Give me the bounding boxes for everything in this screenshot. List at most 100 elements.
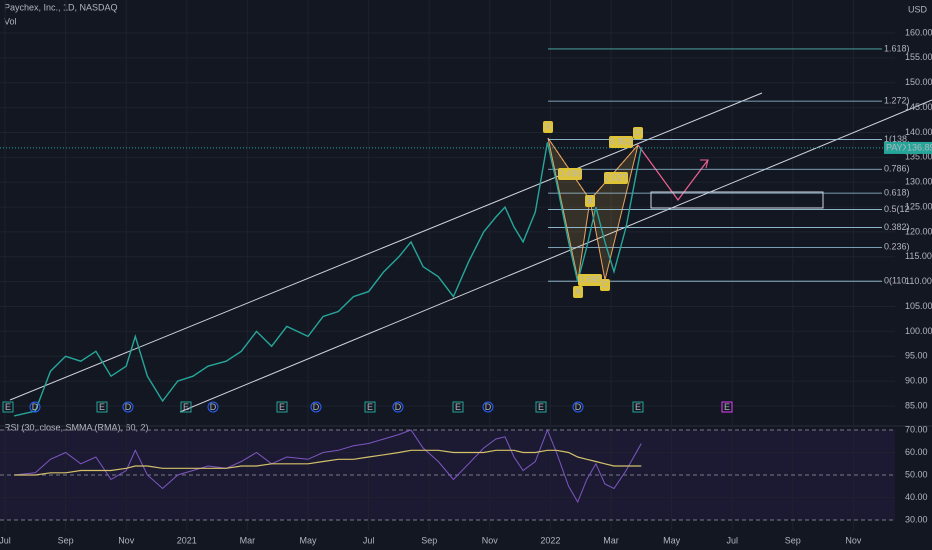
event-label[interactable]: D (313, 402, 320, 412)
event-label[interactable]: E (5, 402, 11, 412)
event-icon (392, 401, 404, 413)
event-icon (2, 401, 14, 413)
pattern-point: D (635, 127, 642, 137)
y-tick-label: 110.00 (905, 276, 932, 286)
pattern-point-box (573, 286, 583, 298)
event-label[interactable]: D (210, 402, 217, 412)
y-tick-label: 100.00 (905, 326, 932, 336)
y-tick-label: 145.00 (905, 102, 932, 112)
y-tick-label: 155.00 (905, 52, 932, 62)
price-tag (906, 141, 932, 154)
ticker-tag-label: PAYX (886, 142, 909, 152)
event-icon (180, 401, 192, 413)
event-label[interactable]: E (724, 402, 730, 412)
event-icon (482, 401, 494, 413)
y-tick-label: 125.00 (905, 201, 932, 211)
pattern-point: X (545, 121, 551, 131)
pattern-ratio-box (558, 168, 582, 180)
y-tick-label: 115.00 (905, 251, 932, 261)
event-label[interactable]: E (455, 402, 461, 412)
fib-label: 1(138. (884, 134, 910, 144)
event-icon (364, 401, 376, 413)
event-label[interactable]: D (32, 402, 39, 412)
x-tick-label: Jul (0, 535, 11, 545)
event-label[interactable]: D (125, 402, 132, 412)
event-icon (96, 401, 108, 413)
rsi-smma (14, 449, 642, 476)
y-tick-label: 85.00 (905, 400, 928, 410)
pattern-ratio-box (578, 274, 602, 286)
x-tick-label: Jul (363, 535, 375, 545)
fib-label: 0.5(12 (884, 204, 910, 214)
event-icon (276, 401, 288, 413)
fib-label: 0.236) (884, 242, 910, 252)
fib-label: 0(110. (884, 276, 909, 286)
event-label[interactable]: E (635, 402, 641, 412)
y-tick-label: 160.00 (905, 27, 932, 37)
event-label[interactable]: E (367, 402, 373, 412)
x-tick-label: 2022 (540, 535, 560, 545)
price-line (13, 142, 642, 417)
event-icon (572, 401, 584, 413)
event-label[interactable]: E (183, 402, 189, 412)
rsi-title: RSI (30, close, SMMA (RMA), 60, 2) (4, 422, 149, 432)
event-label[interactable]: D (575, 402, 582, 412)
y-tick-label: 120.00 (905, 226, 932, 236)
y-tick-label: 135.00 (905, 152, 932, 162)
rsi-line (14, 428, 642, 504)
fib-label: 0.382) (884, 222, 910, 232)
pattern-ratio: 0.952 (610, 136, 633, 146)
event-icon (29, 401, 41, 413)
pattern-point: C (602, 279, 609, 289)
event-label[interactable]: D (485, 402, 492, 412)
rsi-tick-label: 50.00 (905, 469, 928, 479)
event-label[interactable]: E (279, 402, 285, 412)
event-label[interactable]: E (538, 402, 544, 412)
x-tick-label: Sep (785, 535, 801, 545)
x-tick-label: Nov (482, 535, 499, 545)
event-icon (452, 401, 464, 413)
pattern-point-box (600, 279, 610, 291)
pattern-point-box (543, 121, 553, 133)
pattern-point: B (587, 195, 593, 205)
y-tick-label: 130.00 (905, 177, 932, 187)
rsi-tick-label: 40.00 (905, 492, 928, 502)
channel-upper (9, 92, 763, 401)
currency[interactable]: USD (908, 4, 928, 14)
x-tick-label: Mar (603, 535, 619, 545)
rsi-tick-label: 30.00 (905, 514, 928, 524)
projection (637, 144, 709, 202)
fib-label: 1.618) (884, 43, 910, 53)
x-tick-label: May (663, 535, 681, 545)
pattern-ratio-box (604, 172, 628, 184)
event-icon (122, 401, 134, 413)
pattern-point: A (575, 286, 581, 296)
vol-label: Vol (4, 16, 17, 26)
pattern-ratio-box (609, 136, 633, 148)
target-box (650, 191, 824, 209)
x-tick-label: Jul (726, 535, 738, 545)
fib-label: 1.272) (884, 96, 910, 106)
x-tick-label: Sep (421, 535, 437, 545)
price-tag-label: 136.89 (907, 142, 932, 152)
pattern-ratio: 0.496 (559, 168, 582, 178)
y-tick-label: 105.00 (905, 301, 932, 311)
event-icon (310, 401, 322, 413)
event-icon (632, 401, 644, 413)
rsi-tick-label: 70.00 (905, 424, 928, 434)
event-label[interactable]: D (395, 402, 402, 412)
event-icon (721, 401, 733, 413)
x-tick-label: Sep (58, 535, 74, 545)
x-tick-label: Nov (845, 535, 862, 545)
pattern-ratio: 2.027 (605, 172, 628, 182)
event-label[interactable]: E (99, 402, 105, 412)
symbol-title: Paychex, Inc., 1D, NASDAQ (4, 2, 118, 12)
fib-label: 0.786) (884, 164, 910, 174)
fib-label: 0.618) (884, 188, 910, 198)
x-tick-label: 2021 (177, 535, 197, 545)
x-tick-label: May (299, 535, 317, 545)
channel-lower (179, 99, 932, 413)
rsi-tick-label: 60.00 (905, 447, 928, 457)
pattern-point-box (585, 195, 595, 207)
y-tick-label: 95.00 (905, 351, 928, 361)
